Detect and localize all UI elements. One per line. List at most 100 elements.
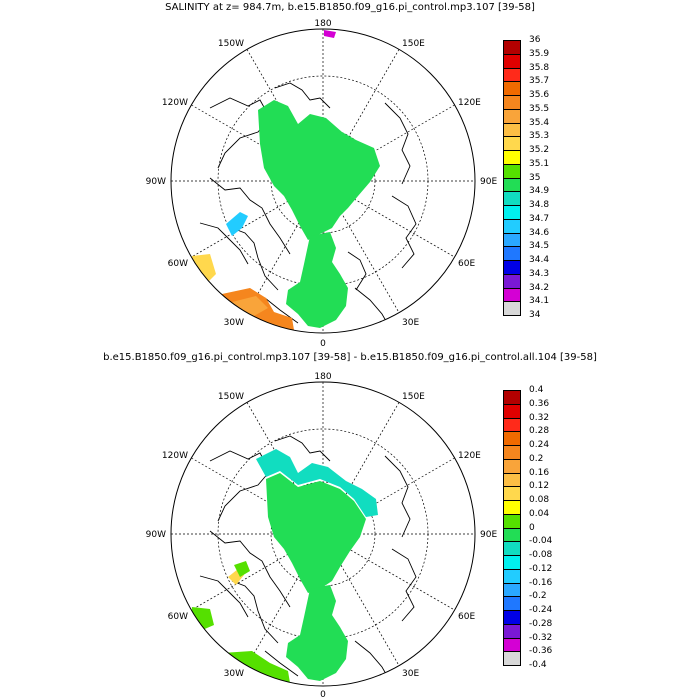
panel2-colorbar-swatch xyxy=(503,472,521,488)
panel1-colorbar-swatch xyxy=(503,136,521,151)
panel1-title: SALINITY at z= 984.7m, b.e15.B1850.f09_g… xyxy=(165,2,535,13)
panel2-colorbar-swatch xyxy=(503,431,521,446)
lon-label-120w: 120W xyxy=(162,451,188,461)
panel2-colorbar-swatch xyxy=(503,651,521,666)
panel1-colorbar-label: 35.5 xyxy=(529,103,550,114)
lon-label-30e: 30E xyxy=(402,669,419,679)
panel2-colorbar-swatch xyxy=(503,610,521,625)
panel2-colorbar-label: 0 xyxy=(529,522,535,533)
panel2-colorbar-swatch xyxy=(503,417,521,433)
panel2-colorbar-label: 0.32 xyxy=(529,412,550,423)
panel1-colorbar-swatch xyxy=(503,205,521,220)
panel2-colorbar-label: -0.36 xyxy=(529,646,553,657)
panel2-colorbar-swatch xyxy=(503,458,521,474)
panel1-colorbar-swatch xyxy=(503,301,521,316)
panel2-colorbar-label: 0.4 xyxy=(529,385,544,395)
lon-label-60e: 60E xyxy=(458,259,475,269)
panel1-colorbar: 36 35.9 35.8 35.7 35.6 35.5 35.4 35.3 35.2 35.1 35… xyxy=(503,35,563,330)
lon-label-0: 0 xyxy=(320,339,326,349)
lon-label-150e: 150E xyxy=(402,392,425,402)
panel1-colorbar-swatch xyxy=(503,40,521,55)
panel2-polar-map: 180 0 90W 90E 150W 150E 120W 120E 60W 60… xyxy=(146,372,498,700)
panel1-colorbar-swatch xyxy=(503,67,521,83)
panel1-colorbar-label: 34.1 xyxy=(529,296,550,307)
panel2-colorbar-swatch xyxy=(503,582,521,598)
panel1-colorbar-label: 34.8 xyxy=(529,200,550,210)
panel2-colorbar-label: 0.08 xyxy=(529,495,550,505)
panel1-colorbar-label: 35.8 xyxy=(529,62,550,73)
panel1-colorbar-swatch xyxy=(503,122,521,138)
lon-label-150w: 150W xyxy=(218,392,244,402)
panel2-colorbar-swatch xyxy=(503,637,521,653)
panel2-colorbar-label: 0.36 xyxy=(529,398,550,409)
salinity-fill-cyan-baffin xyxy=(226,212,248,236)
panel2-colorbar-label: 0.04 xyxy=(529,508,550,519)
panel2-colorbar-swatch xyxy=(503,623,521,639)
panel2-colorbar-swatch xyxy=(503,513,521,529)
panel2-colorbar-label: 0.16 xyxy=(529,467,550,478)
panel2-colorbar-label: 0.12 xyxy=(529,481,550,492)
diff-fill-main-basin xyxy=(266,473,366,593)
diff-fill-cyan-rim xyxy=(256,449,378,517)
lon-label-0: 0 xyxy=(320,690,326,700)
panel2-colorbar-swatch xyxy=(503,403,521,419)
panel2-colorbar-swatch xyxy=(503,390,521,405)
panel1-colorbar-swatch xyxy=(503,260,521,275)
lon-label-120e: 120E xyxy=(458,451,481,461)
panel1-colorbar-swatch xyxy=(503,191,521,206)
lon-label-30w: 30W xyxy=(224,669,244,679)
panel1-colorbar-swatch xyxy=(503,232,521,248)
panel2-colorbar-label: 0.28 xyxy=(529,426,550,437)
panel1-colorbar-swatch xyxy=(503,108,521,124)
panel1-colorbar-swatch xyxy=(503,53,521,69)
panel2-colorbar: 0.4 0.36 0.32 0.28 0.24 0.2 0.16 0.12 0.08 0.04 0 -… xyxy=(503,385,563,680)
panel2-colorbar-label: -0.04 xyxy=(529,536,553,547)
panel1-colorbar-label: 34.2 xyxy=(529,282,550,293)
panel1-colorbar-label: 35.3 xyxy=(529,131,550,142)
panel1-colorbar-swatch xyxy=(503,287,521,303)
lon-label-120e: 120E xyxy=(458,98,481,108)
panel2-colorbar-label: -0.12 xyxy=(529,563,553,574)
panel2-colorbar-swatch xyxy=(503,445,521,460)
panel2-colorbar-label: -0.32 xyxy=(529,632,553,643)
panel2-colorbar-swatch xyxy=(503,568,521,584)
lon-label-90e: 90E xyxy=(480,530,497,540)
lon-label-180: 180 xyxy=(314,372,331,382)
panel1-polar-map: 180 0 90W 90E 150W 150E 120W 120E 60W 60… xyxy=(146,19,498,349)
panel1-colorbar-swatch xyxy=(503,81,521,96)
panel1-colorbar-label: 34.6 xyxy=(529,227,550,238)
panel1-colorbar-label: 34 xyxy=(529,310,541,320)
panel1-colorbar-label: 34.7 xyxy=(529,213,550,224)
panel2-colorbar-swatch xyxy=(503,500,521,515)
panel1-colorbar-label: 35.6 xyxy=(529,90,550,100)
panel2-colorbar-label: -0.16 xyxy=(529,577,553,588)
panel1-colorbar-label: 35.9 xyxy=(529,48,550,59)
lon-label-90e: 90E xyxy=(480,177,497,187)
lon-label-120w: 120W xyxy=(162,98,188,108)
lon-label-60w: 60W xyxy=(168,259,188,269)
panel1-colorbar-swatch xyxy=(503,177,521,193)
panel1-colorbar-label: 36 xyxy=(529,35,541,45)
panel2-colorbar-label: 0.24 xyxy=(529,440,550,450)
panel2-colorbar-label: -0.2 xyxy=(529,591,547,602)
panel2-colorbar-swatch xyxy=(503,527,521,543)
lon-label-90w: 90W xyxy=(146,530,166,540)
panel1-colorbar-label: 35.4 xyxy=(529,117,550,128)
panel1-colorbar-swatch xyxy=(503,95,521,110)
panel2-colorbar-label: 0.2 xyxy=(529,453,544,464)
panel2-title: b.e15.B1850.f09_g16.pi_control.mp3.107 [… xyxy=(103,352,597,363)
panel1-colorbar-label: 35 xyxy=(529,172,541,183)
lon-label-150e: 150E xyxy=(402,39,425,49)
lon-label-30e: 30E xyxy=(402,318,419,328)
panel2-colorbar-swatch xyxy=(503,486,521,501)
panel1-colorbar-label: 35.1 xyxy=(529,158,550,169)
lon-label-90w: 90W xyxy=(146,177,166,187)
lon-label-30w: 30W xyxy=(224,318,244,328)
panel2-colorbar-swatch xyxy=(503,596,521,611)
panel1-colorbar-label: 35.2 xyxy=(529,145,550,155)
salinity-fill-main-basin xyxy=(258,100,380,240)
lon-label-60w: 60W xyxy=(168,612,188,622)
lon-label-180: 180 xyxy=(314,19,331,29)
salinity-fill-yellow-labrador xyxy=(190,254,216,284)
panel2-colorbar-swatch xyxy=(503,541,521,556)
